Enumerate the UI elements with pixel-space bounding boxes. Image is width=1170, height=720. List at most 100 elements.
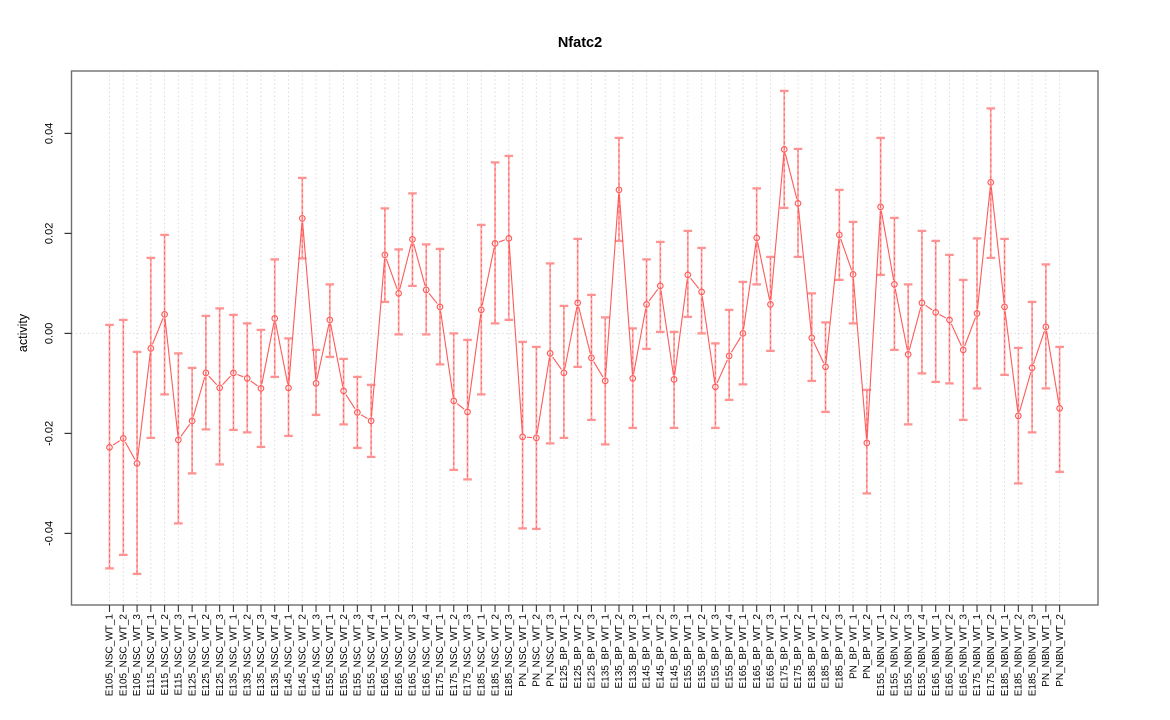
data-point <box>243 375 251 382</box>
data-point <box>106 444 113 451</box>
x-tick-label: E135_BP_WT_1 <box>600 614 611 689</box>
x-tick-label: E165_NBN_WT_1 <box>931 614 942 697</box>
data-point <box>285 384 292 392</box>
series-line-segment <box>208 375 218 386</box>
data-point <box>202 369 210 377</box>
series-line-segment <box>742 242 757 330</box>
y-tick-label: -0.04 <box>44 521 56 546</box>
x-tick-label: E165_BP_WT_1 <box>738 614 749 689</box>
data-point <box>780 146 788 153</box>
series-line-segment <box>894 288 908 351</box>
series-line-segment <box>1046 331 1060 405</box>
series-line-segment <box>701 296 716 383</box>
x-tick-label: E125_BP_WT_3 <box>587 614 598 689</box>
x-tick-label: E125_BP_WT_2 <box>573 614 584 689</box>
series-line-segment <box>467 314 482 408</box>
data-point <box>629 375 637 382</box>
series-line-segment <box>690 277 700 289</box>
x-tick-label: E185_BP_WT_3 <box>835 614 846 689</box>
data-point <box>835 231 843 239</box>
x-tick-label: E155_NSC_WT_2 <box>339 614 350 697</box>
x-tick-label: E175_NBN_WT_1 <box>972 614 983 697</box>
data-point <box>946 316 953 324</box>
series-line-segment <box>618 194 633 375</box>
data-point <box>450 397 458 405</box>
data-point <box>422 286 430 294</box>
data-point <box>725 352 733 360</box>
series-line-segment <box>660 290 674 376</box>
x-tick-label: E135_BP_WT_2 <box>614 614 625 689</box>
data-point <box>643 301 650 308</box>
x-tick-label: PN_NSC_WT_3 <box>545 614 556 687</box>
y-tick-label: -0.02 <box>44 421 56 446</box>
series-line-segment <box>275 322 289 384</box>
plot-border <box>70 70 1099 606</box>
series-line-segment <box>797 207 812 334</box>
y-axis-label: activity <box>16 313 30 352</box>
data-point <box>257 385 265 392</box>
x-tick-label: E175_NSC_WT_2 <box>449 614 460 697</box>
series-line-segment <box>399 243 412 290</box>
series-line-segment <box>730 336 742 353</box>
series-line-segment <box>552 356 562 370</box>
series-line-segment <box>250 380 258 387</box>
data-point <box>739 330 747 337</box>
x-tick-label: E115_NSC_WT_1 <box>146 614 157 696</box>
y-tick-label: 0.02 <box>44 223 56 244</box>
series-line-segment <box>1018 371 1032 412</box>
series-line-segment <box>564 307 578 369</box>
data-point <box>698 288 705 296</box>
x-tick-label: E145_BP_WT_1 <box>642 614 653 689</box>
x-tick-label: E155_NSC_WT_3 <box>353 614 364 697</box>
series-line-segment <box>964 317 977 347</box>
series-line-segment <box>316 323 330 380</box>
x-tick-label: E185_NBN_WT_3 <box>1027 614 1038 697</box>
data-point <box>381 251 389 259</box>
series-line-segment <box>633 308 647 375</box>
series-line-segment <box>716 359 728 384</box>
x-tick-label: PN_NBN_WT_2 <box>1055 614 1066 687</box>
data-point <box>436 303 444 311</box>
data-point <box>753 234 761 242</box>
series-line-segment <box>866 211 881 439</box>
series-line-segment <box>385 258 398 290</box>
x-tick-label: E105_NSC_WT_2 <box>118 614 129 697</box>
x-tick-label: E155_NBN_WT_4 <box>917 614 928 697</box>
data-point <box>546 350 554 357</box>
series-line-segment <box>413 243 426 286</box>
series-line-segment <box>950 323 962 347</box>
series-line-segment <box>908 306 922 351</box>
data-point <box>133 460 141 467</box>
data-point <box>1014 412 1022 420</box>
x-tick-label: E135_NSC_WT_4 <box>270 614 281 697</box>
series-line-segment <box>825 239 840 363</box>
series-line-segment <box>813 341 825 364</box>
x-tick-label: E125_NSC_WT_3 <box>215 614 226 697</box>
data-point <box>174 436 182 444</box>
x-tick-label: E185_NSC_WT_1 <box>476 614 487 697</box>
series-line-segment <box>990 186 1005 303</box>
data-point <box>395 290 403 297</box>
x-tick-label: E115_NSC_WT_3 <box>174 614 185 696</box>
data-point <box>1056 405 1064 412</box>
data-point <box>863 439 871 447</box>
x-tick-label: E165_NSC_WT_2 <box>394 614 405 697</box>
data-point <box>409 236 416 243</box>
x-tick-label: E155_BP_WT_2 <box>697 614 708 689</box>
x-tick-label: E165_NSC_WT_3 <box>408 614 419 697</box>
x-tick-label: E105_NSC_WT_1 <box>105 614 116 697</box>
x-tick-label: E165_NSC_WT_1 <box>380 614 391 697</box>
x-tick-label: PN_BP_WT_1 <box>848 614 859 679</box>
x-tick-label: E155_BP_WT_1 <box>683 614 694 689</box>
data-point <box>340 387 347 395</box>
data-point <box>298 215 306 222</box>
data-point <box>505 235 513 242</box>
series-line-segment <box>440 311 454 397</box>
x-tick-label: E175_NBN_WT_2 <box>986 614 997 697</box>
data-point <box>808 334 816 342</box>
series-line-segment <box>1032 330 1046 364</box>
x-tick-label: E185_BP_WT_2 <box>821 614 832 689</box>
x-tick-label: PN_BP_WT_2 <box>862 614 873 679</box>
data-point <box>904 351 912 358</box>
